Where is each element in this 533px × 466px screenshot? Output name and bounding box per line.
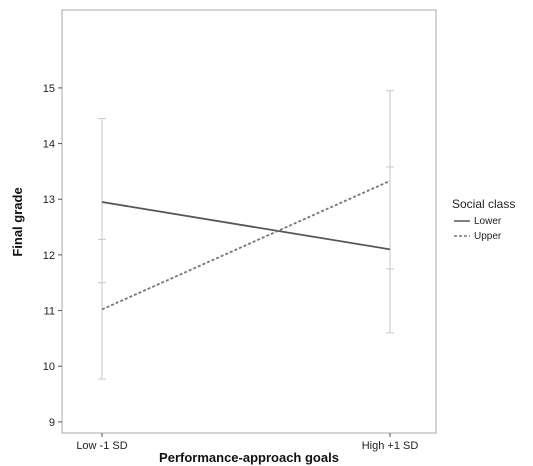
series-lines [101, 180, 391, 311]
x-tick-label-1: High +1 SD [362, 440, 419, 452]
y-tick-label-9: 9 [49, 417, 55, 429]
legend-title: Social class [452, 197, 515, 211]
series-line-lower [101, 201, 391, 251]
y-tick-label-12: 12 [43, 250, 55, 262]
y-tick-label-10: 10 [43, 361, 55, 373]
plot-panel [61, 9, 437, 434]
y-axis-title: Final grade [10, 187, 25, 256]
x-tick-label-0: Low -1 SD [76, 440, 127, 452]
y-axis: 9 10 11 12 13 14 15 [43, 83, 62, 429]
legend: Social class Lower Upper [452, 197, 515, 242]
series-line-upper [101, 180, 391, 311]
x-axis-title: Performance-approach goals [159, 450, 339, 465]
error-bars [98, 90, 394, 380]
y-tick-label-13: 13 [43, 194, 55, 206]
y-tick-label-14: 14 [43, 139, 55, 151]
y-tick-label-15: 15 [43, 83, 55, 95]
y-tick-label-11: 11 [44, 306, 55, 318]
x-axis: Low -1 SD High +1 SD [76, 433, 418, 452]
legend-label-lower: Lower [474, 216, 502, 227]
legend-label-upper: Upper [474, 231, 502, 242]
